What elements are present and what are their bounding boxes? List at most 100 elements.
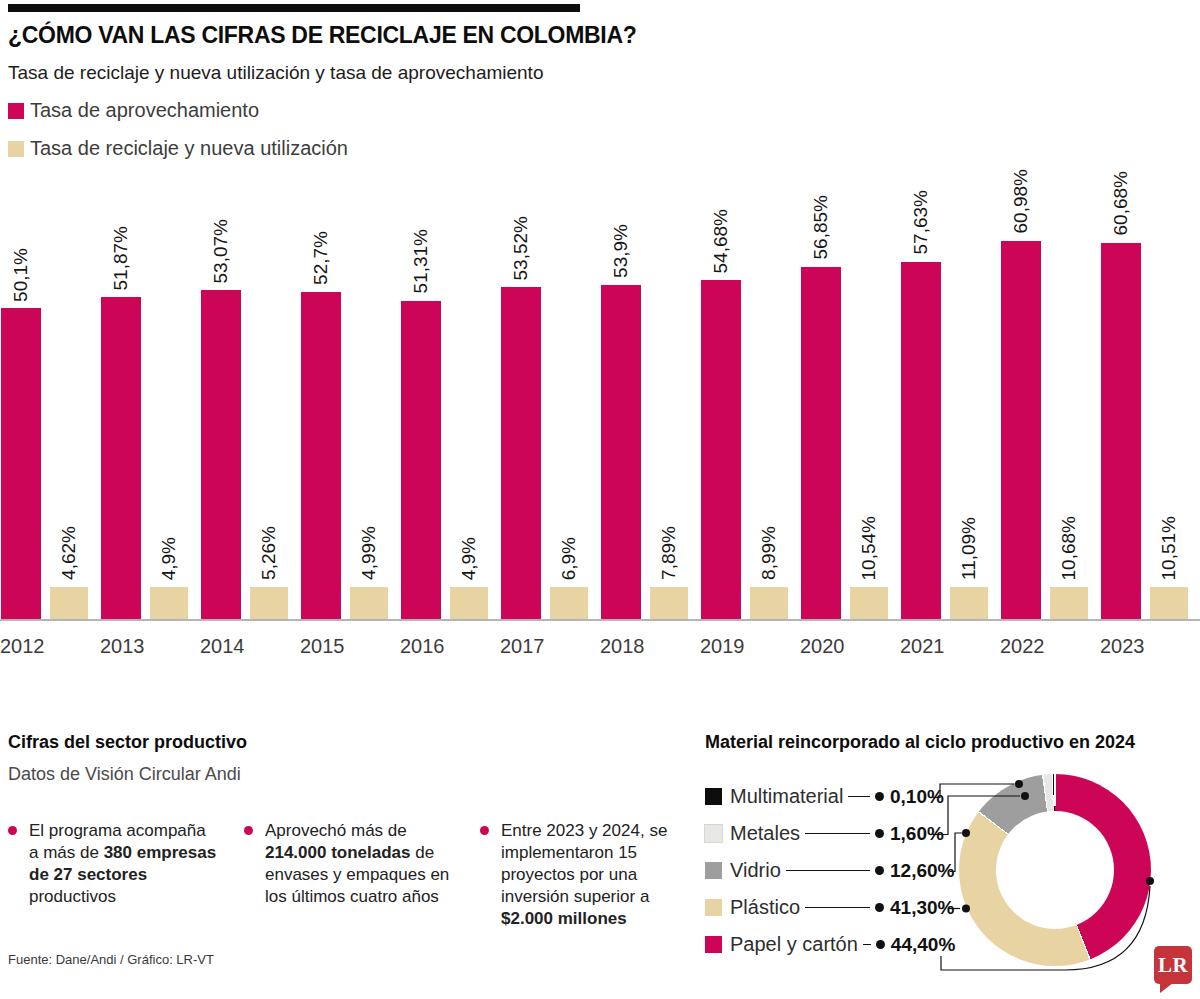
bar-value-label: 4,62% — [58, 526, 80, 580]
legend-leader-line — [786, 870, 870, 871]
year-label: 2023 — [1100, 635, 1142, 658]
legend-swatch — [705, 862, 722, 879]
donut-legend-item: Plástico 41,30% — [705, 897, 952, 918]
legend-swatch — [705, 825, 722, 842]
year-label: 2012 — [0, 635, 42, 658]
year-label: 2013 — [100, 635, 142, 658]
bar-value-label: 53,07% — [210, 219, 232, 283]
productive-title: Cifras del sector productivo — [8, 732, 247, 753]
legend-swatch-tan — [8, 141, 24, 157]
bullet-item: Entre 2023 y 2024, se implementaron 15 p… — [480, 820, 692, 930]
bar-value-label: 10,68% — [1058, 516, 1080, 580]
bar-value-label: 8,99% — [758, 526, 780, 580]
bar-pair: 51,31%4,9% — [400, 164, 488, 619]
bar-groups: 50,1% 4,62% 2012 51,87% 4,9% 2013 53,07% 5,26% 2… — [0, 164, 1200, 658]
legend-label: Multimaterial — [730, 785, 843, 808]
reciclaje-bar: 4,62% — [50, 587, 88, 619]
year-label: 2015 — [300, 635, 342, 658]
bar-pair: 56,85% 10,54% — [800, 164, 888, 619]
legend-leader-line — [863, 944, 871, 945]
aprovechamiento-bar: 56,85% — [801, 267, 841, 619]
bullet-list: El programa acompaña a más de 380 empres… — [8, 820, 692, 930]
legend-leader-line — [805, 907, 870, 908]
top-accent-bar — [8, 4, 580, 12]
donut-legend-item: Metales1,60% — [705, 823, 952, 844]
legend-value: 0,10% — [890, 786, 952, 808]
bottom-section: Cifras del sector productivo Datos de Vi… — [0, 728, 1200, 999]
bar-value-label: 53,9% — [610, 224, 632, 278]
reciclaje-bar: 4,99% — [350, 587, 388, 619]
lr-logo-text: LR — [1158, 953, 1188, 978]
bar-value-label: 51,87% — [110, 226, 132, 290]
bar-value-label: 4,9% — [158, 537, 180, 580]
reciclaje-bar: 11,09% — [950, 587, 988, 619]
aprovechamiento-bar: 57,63% — [901, 262, 941, 619]
legend-dot — [875, 866, 884, 875]
reciclaje-bar: 7,89% — [650, 587, 688, 619]
bar-group: 60,98%10,68%2022 — [1000, 164, 1100, 658]
bullet-text: Aprovechó más de 214.000 toneladas de en… — [265, 820, 453, 930]
year-label: 2019 — [700, 635, 742, 658]
year-label: 2017 — [500, 635, 542, 658]
legend-swatch — [705, 788, 722, 805]
bar-value-label: 50,1% — [10, 248, 32, 302]
donut-legend-item: Multimaterial 0,10% — [705, 786, 952, 807]
bar-value-label: 60,98% — [1010, 169, 1032, 233]
legend-item-aprovechamiento: Tasa de aprovechamiento — [8, 99, 1192, 122]
bar-chart-legend: Tasa de aprovechamiento Tasa de reciclaj… — [8, 99, 1192, 160]
reciclaje-bar: 10,51% — [1150, 587, 1188, 619]
page-title: ¿CÓMO VAN LAS CIFRAS DE RECICLAJE EN COL… — [8, 22, 1192, 49]
legend-leader-line — [805, 833, 870, 834]
legend-label: Plástico — [730, 896, 800, 919]
bullet-dot — [8, 826, 17, 835]
legend-label: Tasa de reciclaje y nueva utilización — [30, 137, 348, 160]
legend-leader-line — [848, 796, 870, 797]
x-axis-line — [0, 619, 1200, 621]
aprovechamiento-bar: 53,52% — [501, 287, 541, 619]
bullet-dot — [244, 826, 253, 835]
aprovechamiento-bar: 60,98% — [1001, 241, 1041, 619]
bullet-text: Entre 2023 y 2024, se implementaron 15 p… — [501, 820, 689, 930]
aprovechamiento-bar: 54,68% — [701, 280, 741, 619]
year-label: 2016 — [400, 635, 442, 658]
source-credit: Fuente: Dane/Andi / Gráfico: LR-VT — [8, 952, 214, 967]
bar-value-label: 10,54% — [858, 516, 880, 580]
lr-logo-tail — [1160, 983, 1173, 993]
donut-chart — [959, 774, 1151, 966]
donut-legend-item: Papel y cartón44,40% — [705, 934, 952, 955]
bar-group: 56,85% 10,54% 2020 — [800, 164, 900, 658]
legend-label: Papel y cartón — [730, 933, 858, 956]
bar-pair: 53,52%6,9% — [500, 164, 588, 619]
legend-dot — [875, 903, 884, 912]
legend-item-reciclaje: Tasa de reciclaje y nueva utilización — [8, 137, 1192, 160]
legend-dot — [875, 829, 884, 838]
legend-label: Vidrio — [730, 859, 781, 882]
bar-pair: 60,68% 10,51% — [1100, 164, 1188, 619]
aprovechamiento-bar: 51,31% — [401, 301, 441, 619]
aprovechamiento-bar: 51,87% — [101, 297, 141, 619]
bar-value-label: 56,85% — [810, 195, 832, 259]
bar-value-label: 53,52% — [510, 216, 532, 280]
bar-value-label: 60,68% — [1110, 171, 1132, 235]
bar-value-label: 4,99% — [358, 526, 380, 580]
lr-logo: LR — [1154, 946, 1192, 984]
chart-subtitle: Tasa de reciclaje y nueva utilización y … — [8, 62, 1192, 84]
legend-value: 41,30% — [890, 897, 952, 919]
reciclaje-bar: 10,54% — [850, 587, 888, 619]
donut-legend-item: Vidrio 12,60% — [705, 860, 952, 881]
bar-value-label: 57,63% — [910, 190, 932, 254]
reciclaje-bar: 4,9% — [150, 587, 188, 619]
legend-value: 12,60% — [890, 860, 952, 882]
bar-value-label: 11,09% — [958, 517, 980, 580]
bar-group: 57,63%11,09%2021 — [900, 164, 1000, 658]
bar-pair: 60,98% 10,68% — [1000, 164, 1088, 619]
bar-value-label: 51,31% — [410, 229, 432, 293]
reciclaje-bar: 8,99% — [750, 587, 788, 619]
bar-value-label: 5,26% — [258, 526, 280, 580]
bar-pair: 52,7%4,99% — [300, 164, 388, 619]
aprovechamiento-bar: 50,1% — [1, 308, 41, 619]
bullet-text: El programa acompaña a más de 380 empres… — [29, 820, 217, 930]
legend-label: Metales — [730, 822, 800, 845]
year-label: 2020 — [800, 635, 842, 658]
aprovechamiento-bar: 53,9% — [601, 285, 641, 619]
